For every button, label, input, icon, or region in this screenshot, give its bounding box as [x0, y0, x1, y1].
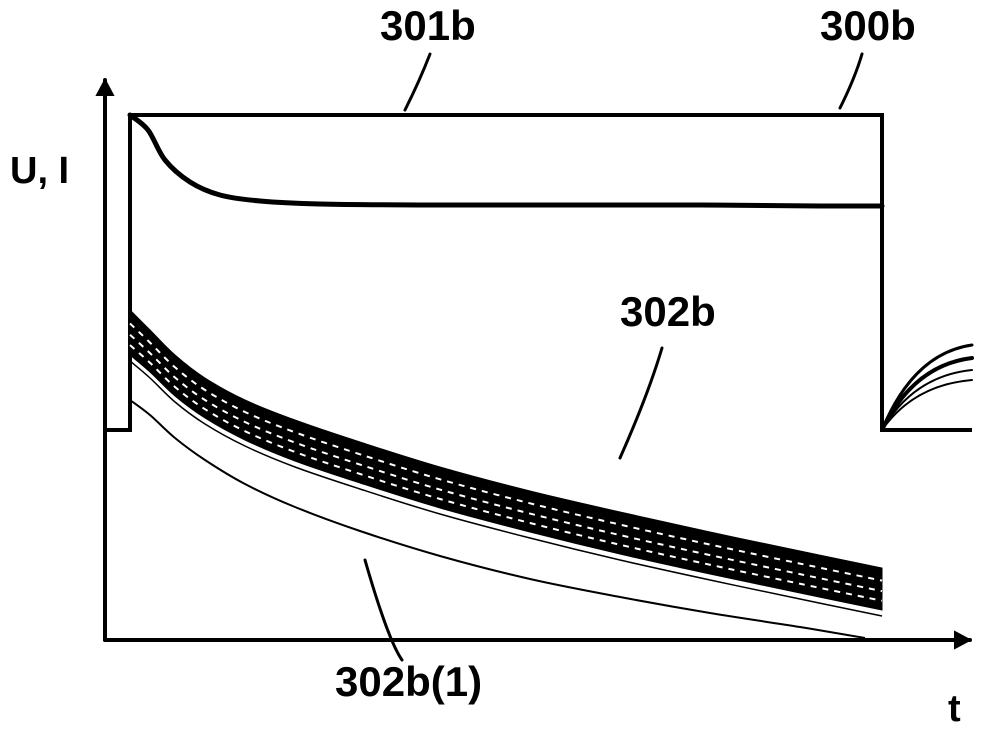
- figure: U, I t 300b 301b 302b 302b(1): [0, 0, 1000, 732]
- callout-302b1: 302b(1): [335, 658, 482, 706]
- callout-302b: 302b: [620, 288, 716, 336]
- chart-svg: [0, 0, 1000, 732]
- callout-300b: 300b: [820, 2, 916, 50]
- callout-301b: 301b: [380, 2, 476, 50]
- y-axis-label: U, I: [10, 150, 69, 193]
- x-axis-label: t: [948, 688, 961, 731]
